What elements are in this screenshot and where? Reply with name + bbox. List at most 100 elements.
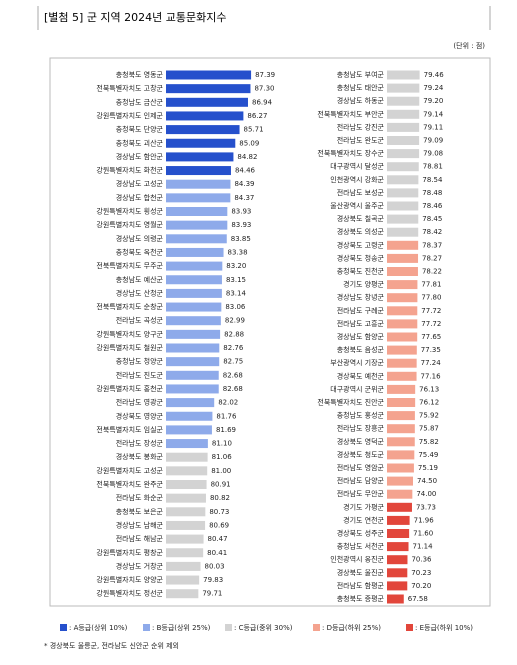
bar	[387, 555, 408, 565]
category-label: 충청북도 증평군	[337, 594, 385, 603]
category-label: 부산광역시 기장군	[330, 358, 384, 367]
category-label: 전북특별자치도 장수군	[317, 149, 384, 158]
value-label: 78.22	[422, 268, 442, 276]
legend-label: : B등급(상위 25%)	[152, 623, 211, 632]
bar	[166, 507, 206, 517]
bar	[387, 542, 409, 552]
value-label: 82.68	[223, 371, 243, 379]
value-label: 77.65	[421, 333, 441, 341]
category-label: 충청북도 음성군	[337, 345, 385, 354]
bar	[166, 329, 221, 339]
category-label: 경상북도 영덕군	[337, 437, 385, 446]
bar	[166, 439, 208, 449]
unit: (단위 : 점)	[453, 41, 485, 50]
value-label: 80.47	[208, 535, 228, 543]
category-label: 전라남도 장흥군	[337, 424, 385, 433]
value-label: 82.68	[223, 385, 243, 393]
value-label: 74.50	[417, 477, 437, 485]
legend: : A등급(상위 10%): B등급(상위 25%): C등급(중위 30%):…	[60, 623, 473, 632]
category-label: 경상북도 예천군	[337, 371, 385, 380]
category-label: 경상북도 울진군	[337, 568, 385, 577]
category-label: 전라남도 곡성군	[116, 316, 164, 325]
bar	[166, 493, 206, 503]
bar	[387, 175, 419, 185]
category-label: 전북특별자치도 순창군	[96, 302, 163, 311]
value-label: 80.03	[205, 562, 225, 570]
category-label: 대구광역시 군위군	[330, 384, 384, 393]
value-label: 76.12	[419, 399, 439, 407]
value-label: 79.71	[202, 590, 222, 598]
bar	[166, 316, 221, 326]
bar	[387, 594, 404, 604]
category-label: 강원특별자치도 고성군	[96, 466, 163, 475]
value-label: 79.24	[423, 84, 444, 92]
bar	[387, 332, 418, 342]
category-label: 전라남도 무안군	[337, 489, 385, 498]
value-label: 83.85	[231, 235, 251, 243]
legend-label: : D등급(하위 25%)	[322, 623, 381, 632]
legend-swatch	[60, 624, 67, 631]
bar	[387, 411, 415, 421]
value-label: 84.46	[235, 167, 256, 175]
title: [별첨 5] 군 지역 2024년 교통문화지수	[44, 11, 227, 24]
category-label: 인천광역시 옹진군	[330, 555, 384, 564]
bar	[166, 452, 208, 462]
bar	[387, 122, 420, 132]
value-label: 82.75	[223, 358, 243, 366]
category-label: 전라남도 영암군	[337, 463, 385, 472]
bar	[387, 450, 415, 460]
bar	[166, 138, 236, 148]
value-label: 84.39	[234, 180, 254, 188]
legend-swatch	[143, 624, 150, 631]
value-label: 83.38	[228, 248, 248, 256]
value-label: 78.48	[422, 189, 442, 197]
category-label: 경상남도 거창군	[116, 561, 164, 570]
value-label: 78.54	[422, 176, 443, 184]
bar	[387, 502, 412, 512]
value-label: 78.27	[422, 254, 442, 262]
bar	[166, 234, 227, 244]
bar	[166, 548, 204, 558]
bar	[166, 275, 222, 285]
category-label: 충청북도 옥천군	[116, 247, 164, 256]
category-label: 경기도 양평군	[343, 280, 384, 289]
category-label: 경상남도 하동군	[337, 96, 385, 105]
bar	[387, 293, 418, 303]
bar	[166, 480, 207, 489]
value-label: 77.80	[421, 294, 441, 302]
value-label: 85.09	[239, 139, 259, 147]
category-label: 충청북도 보은군	[116, 507, 164, 516]
category-label: 전라남도 화순군	[116, 493, 164, 502]
category-label: 충청남도 예산군	[116, 275, 164, 284]
category-label: 전라남도 진도군	[116, 370, 164, 379]
category-label: 충청북도 진천군	[337, 267, 385, 276]
value-label: 78.45	[422, 215, 442, 223]
bar	[166, 166, 231, 176]
category-label: 전북특별자치도 완주군	[96, 480, 163, 489]
value-label: 80.41	[207, 549, 227, 557]
bar	[166, 575, 200, 585]
bar	[387, 476, 413, 486]
category-label: 경상북도 성주군	[337, 529, 385, 538]
value-label: 75.82	[419, 438, 439, 446]
value-label: 87.30	[254, 85, 274, 93]
category-label: 경기도 연천군	[343, 515, 384, 524]
category-label: 경상북도 청도군	[337, 450, 385, 459]
bar	[166, 152, 234, 162]
bar	[387, 227, 419, 237]
category-label: 전라남도 구례군	[337, 306, 385, 315]
bar	[166, 220, 228, 230]
value-label: 81.10	[212, 440, 232, 448]
bar	[387, 398, 416, 407]
category-label: 충청남도 부여군	[337, 70, 385, 79]
category-label: 강원특별자치도 홍천군	[96, 384, 163, 393]
value-label: 86.27	[247, 112, 267, 120]
bar	[387, 306, 418, 316]
value-label: 74.00	[416, 490, 436, 498]
value-label: 78.37	[422, 241, 442, 249]
category-label: 전북특별자치도 무주군	[96, 261, 163, 270]
legend-swatch	[225, 624, 232, 631]
category-label: 경상북도 청송군	[337, 253, 385, 262]
legend-swatch	[406, 624, 413, 631]
